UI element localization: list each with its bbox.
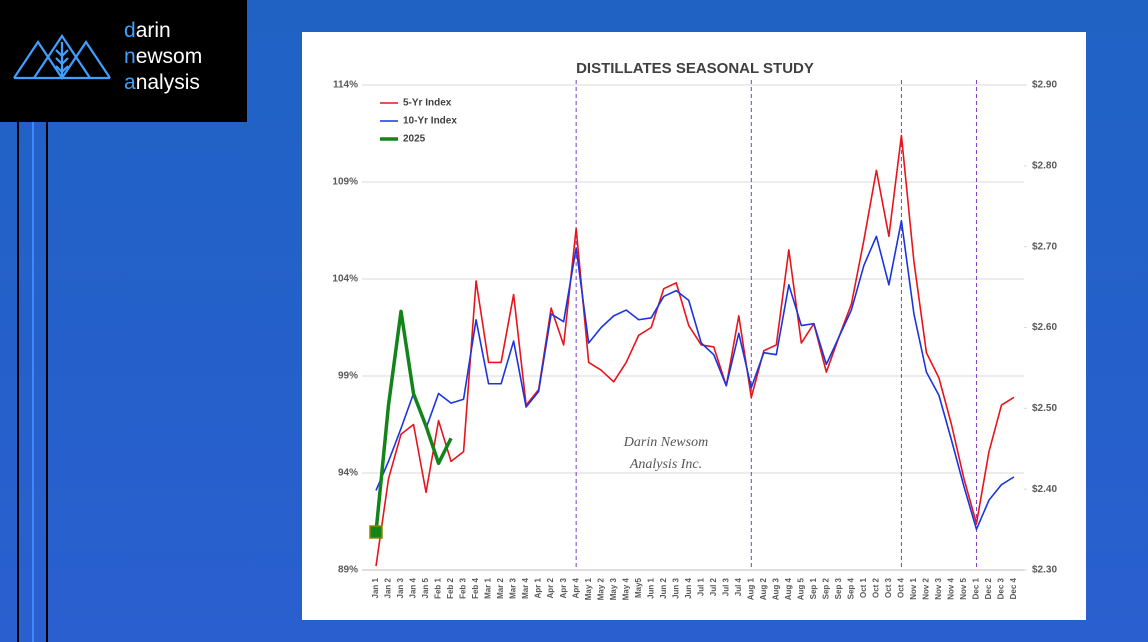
x-tick-label: Jun 1: [646, 577, 655, 598]
x-tick-label: Oct 3: [884, 577, 893, 598]
x-tick-label: Mar 1: [484, 577, 493, 598]
x-tick-label: Jan 2: [384, 577, 393, 598]
series-line: [375, 134, 1015, 567]
x-tick-label: Dec 3: [997, 577, 1006, 599]
x-tick-label: Oct 2: [872, 577, 881, 598]
chart-title: DISTILLATES SEASONAL STUDY: [576, 60, 814, 77]
y2-tick-label: $2.90: [1032, 80, 1057, 91]
watermark: Analysis Inc.: [629, 457, 702, 472]
x-tick-label: May 2: [596, 577, 605, 600]
y-tick-label: 94%: [338, 468, 358, 479]
legend-label: 5-Yr Index: [403, 98, 452, 109]
x-tick-label: Jan 5: [421, 577, 430, 598]
x-tick-label: Aug 2: [759, 577, 768, 600]
chart: DISTILLATES SEASONAL STUDY Darin Newsom …: [332, 60, 1057, 600]
y2-tick-label: $2.60: [1032, 322, 1057, 333]
x-tick-label: Jun 2: [659, 577, 668, 598]
logo: darin newsom analysis: [0, 0, 247, 122]
x-tick-label: Jun 3: [671, 577, 680, 598]
logo-initial: n: [124, 45, 136, 68]
point-marker: [369, 525, 383, 539]
x-tick-label: May 3: [609, 577, 618, 600]
x-tick-label: Dec 4: [1009, 577, 1018, 599]
x-tick-label: Oct 1: [859, 577, 868, 598]
x-tick-label: Apr 1: [534, 577, 543, 598]
x-tick-label: Dec 2: [984, 577, 993, 599]
x-tick-label: Feb 2: [446, 577, 455, 598]
x-tick-label: Jan 3: [396, 577, 405, 598]
logo-rest: ewsom: [135, 45, 203, 68]
x-tick-label: Apr 2: [546, 577, 555, 598]
logo-text: analysis: [124, 71, 200, 95]
x-tick-label: Jul 1: [696, 577, 705, 596]
x-tick-label: Aug 3: [771, 577, 780, 600]
x-tick-label: Sep 3: [834, 577, 843, 599]
x-tick-label: Nov 2: [922, 577, 931, 599]
x-tick-label: Jul 4: [734, 577, 743, 596]
series-line: [374, 309, 453, 533]
logo-text: newsom: [124, 45, 202, 69]
logo-initial: d: [124, 19, 136, 42]
y2-tick-label: $2.80: [1032, 160, 1057, 171]
x-tick-label: Aug 4: [784, 577, 793, 600]
y-tick-label: 109%: [332, 177, 358, 188]
x-tick-label: Nov 3: [934, 577, 943, 599]
legend-label: 2025: [403, 134, 426, 145]
y2-tick-label: $2.40: [1032, 484, 1057, 495]
x-tick-label: Jun 4: [684, 577, 693, 598]
x-tick-label: Jul 3: [721, 577, 730, 596]
watermark: Darin Newsom: [623, 435, 708, 450]
x-tick-label: Aug 1: [746, 577, 755, 600]
legend-label: 10-Yr Index: [403, 116, 457, 127]
x-tick-label: May 4: [621, 577, 630, 600]
x-tick-label: Sep 1: [809, 577, 818, 599]
logo-icon: [13, 34, 111, 80]
y-tick-label: 104%: [332, 274, 358, 285]
rail: [17, 122, 19, 642]
x-tick-label: Apr 4: [571, 577, 580, 598]
logo-rest: arin: [135, 19, 171, 42]
x-tick-label: Mar 3: [509, 577, 518, 598]
x-tick-label: Jul 2: [709, 577, 718, 596]
x-tick-label: Feb 4: [471, 577, 480, 598]
logo-rest: nalysis: [135, 71, 200, 94]
x-tick-label: Nov 4: [947, 577, 956, 599]
x-tick-label: Sep 2: [821, 577, 830, 599]
x-tick-label: May5: [634, 577, 643, 598]
x-tick-label: Feb 1: [434, 577, 443, 598]
y2-tick-label: $2.50: [1032, 403, 1057, 414]
x-tick-label: Aug 5: [796, 577, 805, 600]
rail: [46, 122, 48, 642]
chart-panel: DISTILLATES SEASONAL STUDY Darin Newsom …: [302, 32, 1086, 620]
x-tick-label: Dec 1: [972, 577, 981, 599]
x-tick-label: Oct 4: [897, 577, 906, 598]
x-tick-label: Jan 4: [409, 577, 418, 598]
x-tick-label: Mar 2: [496, 577, 505, 598]
x-tick-label: Sep 4: [846, 577, 855, 599]
x-tick-label: May 1: [584, 577, 593, 600]
y-tick-label: 99%: [338, 371, 358, 382]
x-tick-label: Apr 3: [559, 577, 568, 598]
rail: [32, 122, 34, 642]
x-tick-label: Nov 5: [959, 577, 968, 599]
logo-text: darin: [124, 19, 171, 43]
y2-tick-label: $2.70: [1032, 241, 1057, 252]
x-tick-label: Nov 1: [909, 577, 918, 599]
y-tick-label: 89%: [338, 565, 358, 576]
y2-tick-label: $2.30: [1032, 565, 1057, 576]
logo-initial: a: [124, 71, 136, 94]
x-tick-label: Jan 1: [371, 577, 380, 598]
x-tick-label: Mar 4: [521, 577, 530, 598]
series-line: [375, 220, 1015, 531]
y-tick-label: 114%: [333, 80, 358, 91]
x-tick-label: Feb 3: [459, 577, 468, 598]
